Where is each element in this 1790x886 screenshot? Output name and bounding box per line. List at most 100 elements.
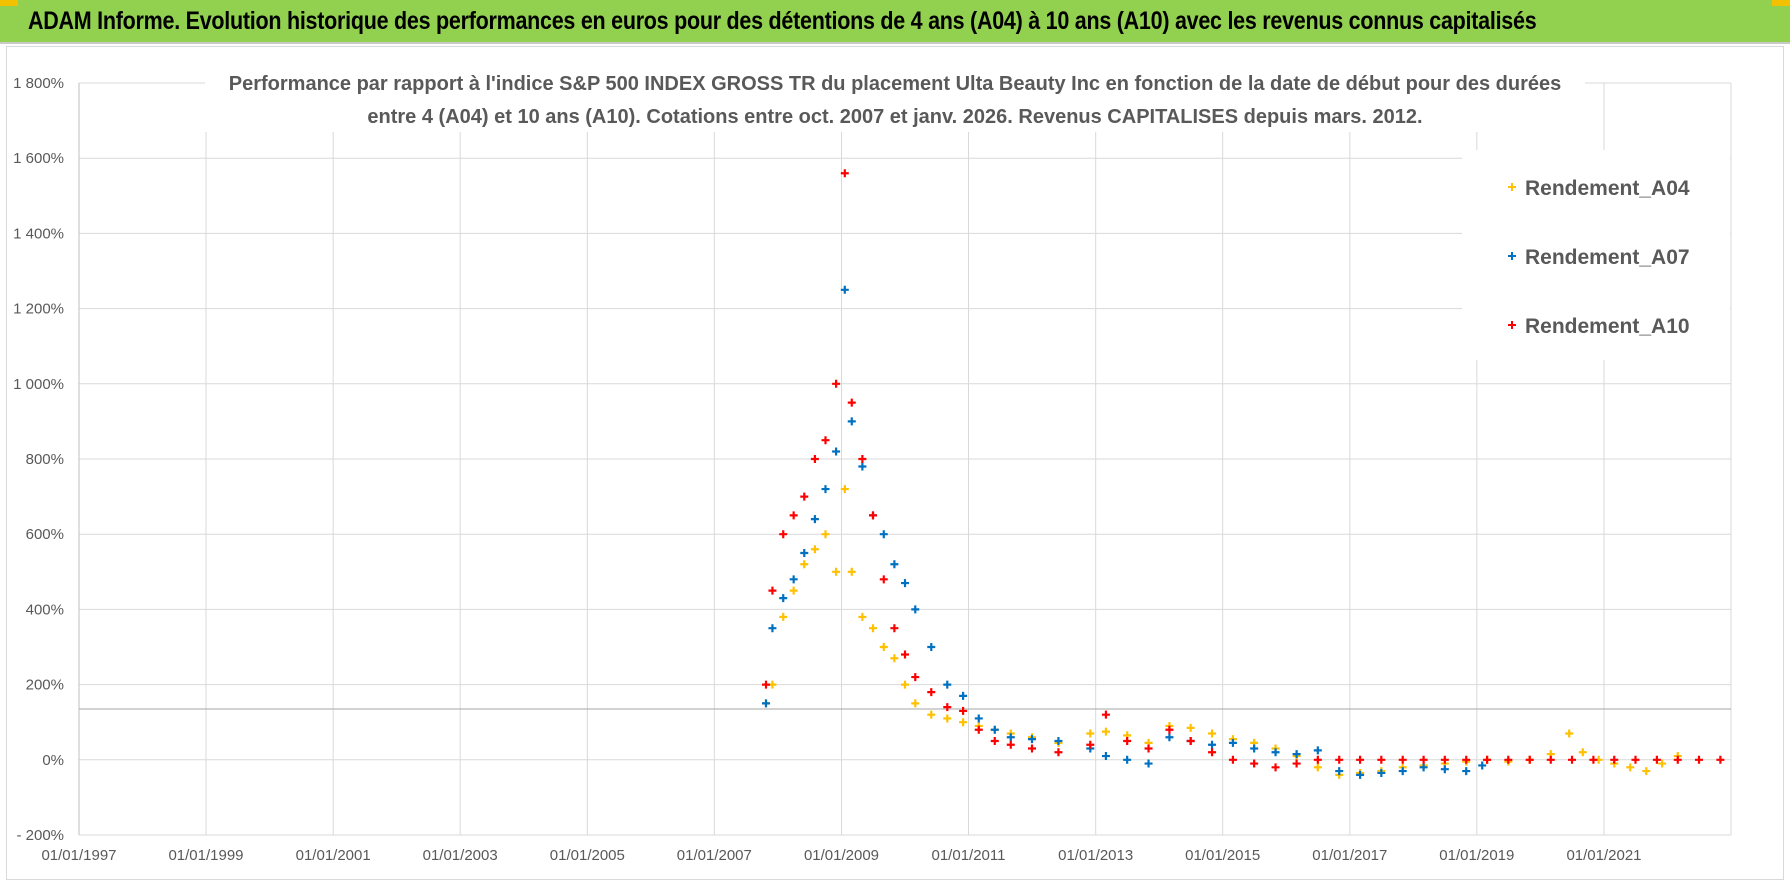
series-Rendement_A04 bbox=[762, 485, 1682, 779]
data-point bbox=[1462, 767, 1471, 776]
data-point bbox=[1144, 744, 1153, 753]
data-point bbox=[1313, 755, 1322, 764]
data-point bbox=[868, 624, 877, 633]
data-point bbox=[840, 485, 849, 494]
y-axis-ticks: - 200% 0% 200% 400% 600% 800% 1 000% 1 200% 1 40… bbox=[13, 75, 64, 844]
data-point bbox=[847, 398, 856, 407]
y-tick-label: 1 400% bbox=[13, 225, 64, 242]
x-tick-label: 01/01/1997 bbox=[41, 847, 116, 864]
chart-title-line-2: entre 4 (A04) et 10 ans (A10). Cotations… bbox=[367, 106, 1422, 128]
x-tick-label: 01/01/2001 bbox=[296, 847, 371, 864]
data-point bbox=[1228, 738, 1237, 747]
data-point bbox=[789, 511, 798, 520]
data-point bbox=[911, 699, 920, 708]
data-point bbox=[858, 462, 867, 471]
data-point bbox=[832, 447, 841, 456]
data-point bbox=[974, 714, 983, 723]
data-point bbox=[927, 643, 936, 651]
data-point bbox=[1101, 752, 1110, 761]
legend-label: Rendement_A10 bbox=[1525, 315, 1690, 338]
data-point bbox=[1504, 755, 1513, 764]
data-point bbox=[1006, 740, 1015, 749]
data-point bbox=[1144, 759, 1153, 768]
data-point bbox=[1478, 761, 1487, 770]
data-point bbox=[1658, 759, 1667, 768]
y-tick-label: 600% bbox=[26, 526, 64, 543]
data-point bbox=[1567, 755, 1576, 764]
y-tick-label: 800% bbox=[26, 451, 64, 468]
data-point bbox=[927, 710, 936, 719]
data-point bbox=[890, 560, 899, 569]
data-point bbox=[1123, 755, 1132, 764]
x-tick-label: 01/01/2021 bbox=[1566, 847, 1641, 864]
data-point bbox=[779, 612, 788, 621]
data-point bbox=[1313, 746, 1322, 755]
series-Rendement_A10 bbox=[762, 169, 1725, 772]
data-point bbox=[959, 691, 968, 700]
data-point bbox=[901, 650, 909, 659]
data-point bbox=[927, 688, 936, 697]
data-point bbox=[1419, 755, 1428, 764]
data-point bbox=[1377, 755, 1386, 764]
data-point bbox=[1250, 759, 1259, 768]
data-point bbox=[840, 285, 849, 294]
data-point bbox=[1165, 733, 1174, 742]
data-point bbox=[990, 725, 999, 734]
data-point bbox=[1642, 767, 1651, 776]
data-point bbox=[1054, 737, 1063, 745]
data-point bbox=[890, 624, 899, 633]
data-point bbox=[1208, 740, 1217, 749]
data-point bbox=[1716, 755, 1725, 764]
data-point bbox=[879, 575, 888, 584]
data-point bbox=[1673, 755, 1682, 764]
data-point bbox=[1335, 767, 1344, 776]
data-point bbox=[1356, 755, 1365, 764]
x-tick-label: 01/01/2005 bbox=[550, 847, 625, 864]
data-point bbox=[943, 714, 952, 723]
data-point bbox=[1208, 729, 1217, 738]
data-point bbox=[821, 530, 830, 539]
x-tick-label: 01/01/2009 bbox=[804, 847, 879, 864]
data-point bbox=[1589, 755, 1598, 764]
data-point bbox=[1335, 755, 1344, 764]
data-point bbox=[959, 718, 968, 727]
data-point bbox=[1271, 748, 1280, 757]
x-tick-label: 01/01/2015 bbox=[1185, 847, 1260, 864]
y-tick-label: 400% bbox=[26, 601, 64, 618]
x-axis-ticks: 01/01/1997 01/01/1999 01/01/2001 01/01/2003… bbox=[41, 847, 1641, 864]
y-tick-label: 200% bbox=[26, 677, 64, 694]
report-banner-title: ADAM Informe. Evolution historique des p… bbox=[28, 7, 1537, 35]
banner-corner-accent-right bbox=[1772, 0, 1790, 6]
data-point bbox=[762, 680, 770, 689]
y-tick-label: 1 800% bbox=[13, 75, 64, 92]
y-tick-label: - 200% bbox=[16, 827, 64, 844]
report-banner: ADAM Informe. Evolution historique des p… bbox=[0, 0, 1790, 44]
y-tick-label: 1 000% bbox=[13, 376, 64, 393]
x-tick-label: 01/01/2011 bbox=[932, 847, 1006, 864]
data-point bbox=[1694, 755, 1703, 764]
y-tick-label: 1 200% bbox=[13, 301, 64, 318]
data-point bbox=[789, 586, 798, 595]
data-point bbox=[1440, 765, 1449, 774]
data-point bbox=[1398, 767, 1407, 776]
data-point bbox=[1086, 729, 1095, 738]
data-point bbox=[1610, 755, 1619, 764]
data-point bbox=[858, 612, 867, 621]
banner-corner-accent-left bbox=[0, 0, 18, 6]
legend-marker bbox=[1508, 183, 1516, 191]
data-point bbox=[1398, 755, 1407, 764]
data-point bbox=[1054, 748, 1063, 757]
data-point bbox=[800, 549, 809, 557]
chart-frame bbox=[6, 46, 1784, 880]
data-point bbox=[1546, 755, 1555, 764]
data-point bbox=[879, 530, 888, 539]
data-point bbox=[762, 699, 770, 708]
data-point bbox=[789, 575, 798, 584]
data-point bbox=[1462, 755, 1471, 764]
data-point bbox=[1228, 755, 1237, 764]
x-tick-label: 01/01/2003 bbox=[423, 847, 498, 864]
x-tick-label: 01/01/1999 bbox=[168, 847, 243, 864]
data-point bbox=[821, 436, 830, 445]
data-point bbox=[1271, 763, 1280, 772]
